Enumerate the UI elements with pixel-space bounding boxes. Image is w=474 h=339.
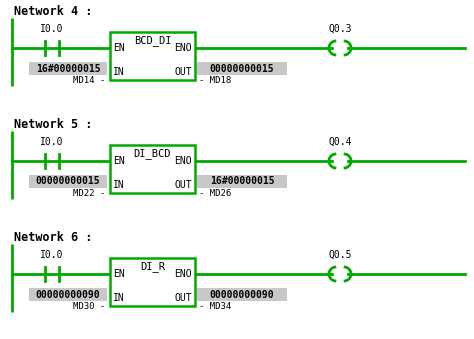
- Text: DI_R: DI_R: [140, 261, 165, 272]
- Bar: [29, 175, 107, 188]
- Text: EN: EN: [113, 156, 125, 166]
- Text: Network 5 :: Network 5 :: [14, 118, 92, 131]
- Bar: [110, 145, 195, 193]
- Text: EN: EN: [113, 43, 125, 53]
- Text: 00000000090: 00000000090: [36, 290, 100, 299]
- Text: ENO: ENO: [174, 43, 192, 53]
- Text: EN: EN: [113, 269, 125, 279]
- Bar: [197, 288, 287, 301]
- Text: I0.0: I0.0: [40, 24, 64, 34]
- Bar: [29, 288, 107, 301]
- Text: - MD18: - MD18: [199, 76, 231, 85]
- Text: 00000000090: 00000000090: [210, 290, 274, 299]
- Bar: [197, 62, 287, 75]
- Text: 16#00000015: 16#00000015: [210, 177, 274, 186]
- Bar: [110, 32, 195, 80]
- Text: Q0.5: Q0.5: [328, 250, 352, 260]
- Text: Q0.3: Q0.3: [328, 24, 352, 34]
- Text: ENO: ENO: [174, 156, 192, 166]
- Bar: [197, 175, 287, 188]
- Text: BCD_DI: BCD_DI: [134, 35, 171, 46]
- Text: MD14 -: MD14 -: [73, 76, 105, 85]
- Text: Q0.4: Q0.4: [328, 137, 352, 147]
- Text: MD30 -: MD30 -: [73, 302, 105, 311]
- Text: DI_BCD: DI_BCD: [134, 148, 171, 159]
- Bar: [29, 62, 107, 75]
- Text: Network 6 :: Network 6 :: [14, 231, 92, 244]
- Text: MD22 -: MD22 -: [73, 189, 105, 198]
- Text: I0.0: I0.0: [40, 250, 64, 260]
- Bar: [110, 258, 195, 306]
- Text: IN: IN: [113, 180, 125, 190]
- Text: Network 4 :: Network 4 :: [14, 5, 92, 18]
- Text: - MD26: - MD26: [199, 189, 231, 198]
- Text: 00000000015: 00000000015: [210, 63, 274, 74]
- Text: IN: IN: [113, 67, 125, 77]
- Text: - MD34: - MD34: [199, 302, 231, 311]
- Text: OUT: OUT: [174, 293, 192, 303]
- Text: I0.0: I0.0: [40, 137, 64, 147]
- Text: 16#00000015: 16#00000015: [36, 63, 100, 74]
- Text: OUT: OUT: [174, 67, 192, 77]
- Text: 00000000015: 00000000015: [36, 177, 100, 186]
- Text: OUT: OUT: [174, 180, 192, 190]
- Text: ENO: ENO: [174, 269, 192, 279]
- Text: IN: IN: [113, 293, 125, 303]
